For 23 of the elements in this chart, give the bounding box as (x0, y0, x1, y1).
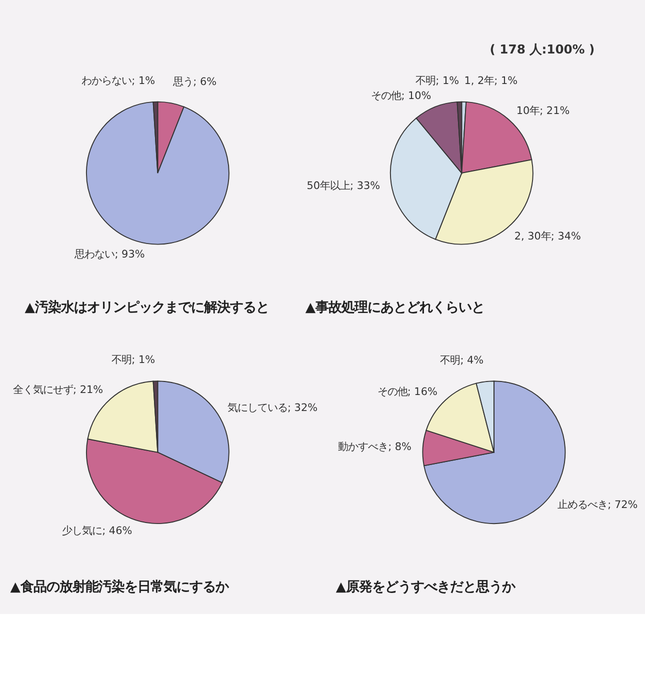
slice-label: 思う; 6% (172, 76, 217, 88)
text: ( 178 人:100% ) (490, 42, 595, 56)
slice-label: 少し気に; 46% (62, 524, 132, 537)
slice-label: その他; 16% (377, 386, 438, 398)
slice-label: わからない; 1% (82, 74, 156, 87)
slice-label: 10年; 21% (516, 104, 570, 117)
slice-label: 不明; 4% (440, 354, 484, 367)
slice-label: 全く気にせず; 21% (12, 384, 104, 396)
text: ▲事故処理にあとどれくらいと (305, 300, 485, 316)
pie-slice (86, 101, 230, 245)
text: ▲原発をどうすべきだと思うか (336, 580, 516, 596)
slice-label: 動かすべき; 8% (338, 441, 412, 453)
slice-label: その他; 10% (371, 90, 432, 102)
slice-label: 止めるべき; 72% (558, 498, 638, 511)
slice-label: 1, 2年; 1% (464, 74, 518, 87)
slice-label: 思わない; 93% (74, 248, 145, 261)
text: ▲食品の放射能汚染を日常気にするか (10, 579, 230, 596)
slice-label: 不明; 1% (112, 354, 156, 366)
slice-label: 2, 30年; 34% (514, 230, 582, 243)
slice-label: 不明; 1% (416, 74, 460, 87)
text: ▲汚染水はオリンピックまでに解決すると (24, 300, 269, 316)
slice-label: 50年以上; 33% (306, 180, 380, 192)
slice-label: 気にしている; 32% (227, 402, 318, 414)
